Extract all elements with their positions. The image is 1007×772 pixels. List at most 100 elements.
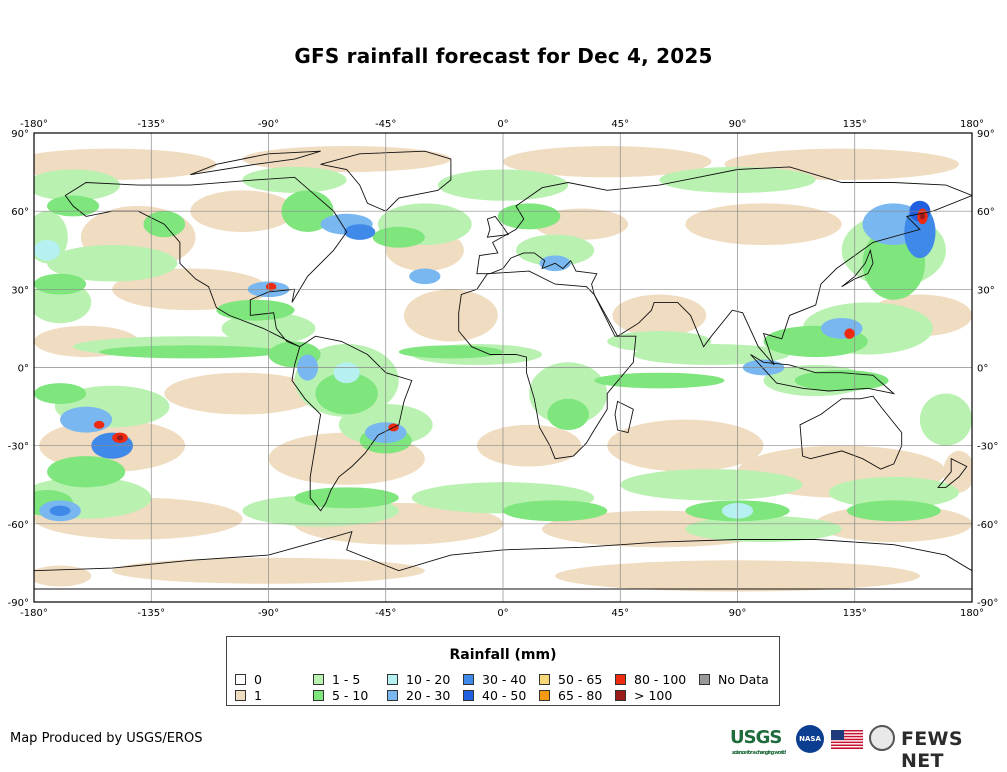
coastline-greenland-islands bbox=[190, 150, 321, 176]
legend-label: 50 - 65 bbox=[558, 671, 603, 687]
coastline-japan bbox=[841, 248, 874, 288]
rain-area-20 bbox=[612, 294, 707, 337]
legend-swatch bbox=[235, 689, 246, 701]
map-canvas: -180° -180° -135° -135° -90° -90° -45° -45° 0° 0°… bbox=[8, 119, 999, 619]
lat-tick-label-left: 30° bbox=[11, 285, 29, 296]
legend-item: 20 - 30 bbox=[387, 687, 451, 703]
axis-ticks: -180° -180° -135° -135° -90° -90° -45° -45° 0° 0°… bbox=[8, 119, 999, 619]
legend-label: 30 - 40 bbox=[482, 671, 527, 687]
legend-swatch bbox=[387, 689, 398, 701]
coastline-north-america bbox=[64, 176, 348, 348]
lat-tick-label-right: 90° bbox=[977, 129, 995, 140]
legend-item: > 100 bbox=[615, 687, 673, 703]
rain-area-70 bbox=[547, 398, 589, 431]
rain-area-89 bbox=[49, 505, 71, 517]
agency-logos: USGS science for a changing world NASA F… bbox=[730, 722, 1000, 772]
legend-label: 5 - 10 bbox=[332, 687, 369, 703]
rain-area-76 bbox=[846, 500, 941, 522]
legend-swatch bbox=[313, 673, 324, 685]
legend-label: 1 bbox=[254, 687, 262, 703]
lat-tick-label-right: 30° bbox=[977, 285, 995, 296]
rain-area-59 bbox=[372, 226, 425, 248]
lon-tick-label-bottom: 0° bbox=[497, 608, 508, 619]
lon-tick-label-top: -45° bbox=[375, 119, 396, 130]
coastline-eurasia bbox=[476, 166, 972, 366]
legend-label: 40 - 50 bbox=[482, 687, 527, 703]
lon-tick-label-bottom: -45° bbox=[375, 608, 396, 619]
lon-tick-label-bottom: -135° bbox=[137, 608, 165, 619]
rain-area-46 bbox=[620, 469, 803, 501]
coastline-new-zealand bbox=[937, 457, 968, 488]
rain-area-63 bbox=[99, 345, 282, 359]
legend-item: 80 - 100 bbox=[615, 672, 686, 687]
legend-item: 40 - 50 bbox=[463, 687, 527, 703]
legend-item: No Data bbox=[699, 671, 769, 687]
rain-area-81 bbox=[344, 224, 376, 240]
usgs-logo: USGS science for a changing world bbox=[730, 727, 786, 756]
rain-area-47 bbox=[828, 476, 959, 509]
coastline-uk bbox=[486, 215, 509, 238]
rainfall-map: -180° -180° -135° -135° -90° -90° -45° -45° 0° 0°… bbox=[0, 110, 1007, 630]
lat-tick-label-right: -30° bbox=[977, 442, 998, 453]
rain-area-2 bbox=[503, 146, 712, 178]
legend-label: 65 - 80 bbox=[558, 687, 603, 703]
rain-area-96 bbox=[34, 239, 61, 261]
legend-swatch bbox=[615, 673, 626, 685]
graticule-layer bbox=[34, 133, 972, 602]
legend-item: 50 - 65 bbox=[539, 671, 603, 687]
lat-tick-label-left: 60° bbox=[11, 207, 29, 218]
rain-area-91 bbox=[820, 317, 863, 339]
legend-item: 5 - 10 bbox=[313, 687, 369, 703]
lat-tick-label-right: -60° bbox=[977, 520, 998, 531]
rain-area-32 bbox=[47, 245, 178, 282]
lat-tick-label-left: -60° bbox=[8, 520, 29, 531]
lat-tick-label-right: -90° bbox=[977, 598, 998, 609]
lon-tick-label-top: -135° bbox=[137, 119, 165, 130]
lon-tick-label-top: 180° bbox=[960, 119, 984, 130]
rain-area-68 bbox=[315, 372, 378, 415]
rain-area-73 bbox=[294, 487, 399, 509]
rain-area-65 bbox=[594, 372, 725, 389]
rain-area-61 bbox=[34, 273, 87, 295]
legend-swatch bbox=[463, 689, 474, 701]
legend-swatch bbox=[699, 673, 710, 685]
rain-area-64 bbox=[398, 345, 503, 359]
lon-tick-label-top: -90° bbox=[258, 119, 279, 130]
legend-swatch bbox=[539, 689, 550, 701]
rain-area-98 bbox=[333, 362, 360, 384]
legend-label: > 100 bbox=[634, 687, 673, 703]
legend-label: 0 bbox=[254, 671, 262, 687]
nasa-logo: NASA bbox=[796, 725, 824, 753]
lon-tick-label-bottom: 90° bbox=[729, 608, 747, 619]
rain-area-28 bbox=[34, 169, 120, 201]
legend-swatch bbox=[539, 673, 550, 685]
rain-area-49 bbox=[516, 234, 595, 266]
rain-area-26 bbox=[943, 450, 972, 493]
lon-tick-label-top: 135° bbox=[843, 119, 867, 130]
lon-tick-label-bottom: -90° bbox=[258, 608, 279, 619]
lat-tick-label-right: 60° bbox=[977, 207, 995, 218]
map-credit: Map Produced by USGS/EROS bbox=[10, 731, 203, 746]
map-frame bbox=[33, 132, 973, 603]
rain-area-62 bbox=[216, 299, 295, 321]
lon-tick-label-top: 90° bbox=[729, 119, 747, 130]
lat-tick-label-left: -30° bbox=[8, 442, 29, 453]
legend-item: 10 - 20 bbox=[387, 672, 450, 687]
lon-tick-label-bottom: 180° bbox=[960, 608, 984, 619]
coastline-antarctica bbox=[34, 530, 972, 590]
rain-area-83 bbox=[904, 205, 936, 259]
coastline-south-america bbox=[291, 335, 413, 512]
legend-label: No Data bbox=[718, 671, 769, 687]
rain-area-74 bbox=[502, 500, 608, 522]
lat-tick-label-left: 0° bbox=[18, 364, 29, 375]
rain-area-24 bbox=[34, 565, 92, 587]
us-flag-icon bbox=[831, 730, 863, 749]
coastline-indonesia bbox=[750, 354, 896, 395]
legend-label: 20 - 30 bbox=[406, 687, 451, 703]
lat-tick-label-right: 0° bbox=[977, 364, 988, 375]
rain-area-85 bbox=[60, 406, 113, 433]
rain-area-10 bbox=[403, 289, 498, 342]
rain-area-101 bbox=[93, 420, 105, 429]
lon-tick-label-top: 45° bbox=[611, 119, 629, 130]
